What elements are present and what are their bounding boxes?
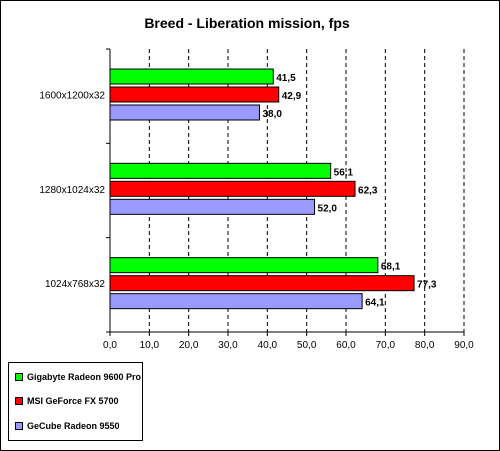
legend-item-msi: MSI GeForce FX 5700 bbox=[15, 395, 119, 407]
bar bbox=[109, 68, 274, 85]
legend-label-gecube: GeCube Radeon 9550 bbox=[27, 421, 120, 431]
x-tick-label: 30,0 bbox=[218, 340, 238, 351]
legend-item-gecube: GeCube Radeon 9550 bbox=[15, 420, 120, 432]
x-tick-label: 90,0 bbox=[454, 340, 474, 351]
x-tick-label: 80,0 bbox=[415, 340, 435, 351]
legend-swatch-msi bbox=[15, 397, 23, 405]
x-tick-label: 20,0 bbox=[179, 340, 199, 351]
x-tick-label: 60,0 bbox=[336, 340, 356, 351]
x-tick-label: 10,0 bbox=[140, 340, 160, 351]
data-label: 52,0 bbox=[318, 203, 338, 214]
bar bbox=[109, 293, 363, 310]
x-tick-label: 50,0 bbox=[297, 340, 317, 351]
legend-swatch-gigabyte bbox=[15, 373, 23, 381]
data-label: 62,3 bbox=[358, 185, 378, 196]
legend-label-gigabyte: Gigabyte Radeon 9600 Pro bbox=[27, 372, 142, 382]
category-label: 1024x768x32 bbox=[45, 279, 105, 290]
bar bbox=[109, 86, 280, 103]
data-label: 68,1 bbox=[381, 262, 401, 273]
legend-swatch-gecube bbox=[15, 422, 23, 430]
legend-label-msi: MSI GeForce FX 5700 bbox=[27, 396, 119, 406]
axes: 0,0 10,0 20,0 30,0 40,0 50,0 60,0 70,0 80,0 90,0 1… bbox=[39, 48, 474, 351]
data-labels: 41,5 42,938,0 56,1 62,3 52,0 68,1 77,3 64,1 bbox=[262, 73, 436, 309]
x-tick-label: 0,0 bbox=[103, 340, 117, 351]
data-label: 38,0 bbox=[262, 109, 282, 120]
category-label: 1600x1200x32 bbox=[39, 91, 105, 102]
data-label: 64,1 bbox=[365, 298, 385, 309]
x-tick-label: 70,0 bbox=[376, 340, 396, 351]
data-label: 41,5 bbox=[276, 73, 296, 84]
category-label: 1280x1024x32 bbox=[39, 185, 105, 196]
bar bbox=[109, 180, 356, 197]
chart-title: Breed - Liberation mission, fps bbox=[144, 15, 350, 31]
x-tick-label: 40,0 bbox=[258, 340, 278, 351]
bar bbox=[109, 275, 415, 292]
data-label: 56,1 bbox=[334, 167, 354, 178]
bar bbox=[109, 162, 332, 179]
bar bbox=[109, 198, 316, 215]
bar bbox=[109, 104, 260, 121]
bar bbox=[109, 257, 379, 274]
data-label: 42,9 bbox=[282, 91, 302, 102]
legend: Gigabyte Radeon 9600 Pro MSI GeForce FX … bbox=[8, 362, 143, 441]
legend-item-gigabyte: Gigabyte Radeon 9600 Pro bbox=[15, 371, 141, 383]
data-label: 77,3 bbox=[417, 280, 437, 291]
